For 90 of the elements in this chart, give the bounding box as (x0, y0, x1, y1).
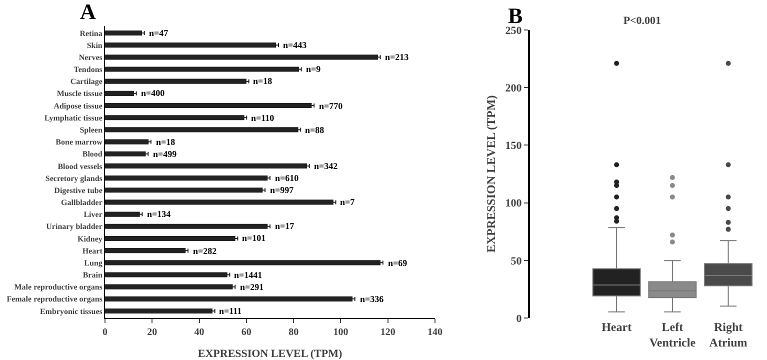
annotation: n=88 (305, 125, 325, 135)
bar (105, 102, 312, 108)
x-tick-label: Right Atrium (709, 320, 748, 350)
annotation: n=342 (314, 161, 338, 171)
text: A (80, 0, 96, 24)
x-tick-label: Left Ventricle (649, 320, 696, 350)
x-tick-label: 80 (288, 327, 299, 338)
annotation: n=291 (240, 282, 264, 292)
x-tick-label: Heart (602, 320, 632, 334)
y-tick-label: Brain (82, 270, 103, 280)
annotation: n=443 (283, 40, 308, 50)
annotation: n=69 (388, 258, 408, 268)
y-tick-label: Retina (80, 28, 102, 38)
annotation: n=400 (141, 88, 166, 98)
annotation: n=111 (219, 306, 242, 316)
y-tick-label: Nerves (78, 52, 102, 62)
annotation: n=134 (147, 209, 172, 219)
y-tick-label: Tendons (74, 65, 102, 74)
y-tick-label: Gallbladder (61, 198, 103, 208)
bar (105, 284, 233, 290)
x-tick-label: 60 (241, 327, 252, 338)
y-tick-label: 200 (505, 82, 522, 94)
y-tick-label: Lung (84, 258, 102, 268)
annotation: n=7 (340, 197, 356, 207)
x-tick-label: 20 (147, 327, 158, 338)
bar (105, 163, 308, 168)
annotation: n=213 (385, 52, 410, 62)
annotation: n=101 (242, 233, 266, 243)
y-tick-label: Muscle tissue (56, 89, 103, 98)
x-axis-title: EXPRESSION LEVEL (TPM) (198, 348, 342, 360)
y-tick-label: Skin (86, 40, 103, 50)
x-tick-label: 40 (194, 327, 204, 338)
y-tick-label: Bone marrow (56, 138, 103, 147)
x-tick-label: 140 (428, 327, 442, 338)
annotation: n=18 (253, 76, 273, 86)
y-tick-label: 100 (505, 198, 522, 210)
annotation: n=18 (156, 137, 176, 147)
annotation: n=110 (251, 113, 275, 123)
bar (105, 90, 134, 96)
bar (105, 212, 140, 217)
bar (105, 236, 236, 242)
bar (105, 176, 268, 181)
bar (105, 30, 142, 36)
bar (105, 200, 334, 205)
x-tick-label: 100 (333, 327, 348, 338)
bar (105, 296, 352, 302)
y-tick-label: Heart (82, 246, 103, 256)
annotation: n=1441 (234, 270, 263, 280)
annotation: n=282 (193, 246, 218, 256)
y-tick-label: Liver (84, 210, 103, 220)
y-tick-label: Digestive tube (54, 186, 103, 195)
bar (105, 78, 246, 84)
y-tick-label: Urinary bladder (46, 222, 103, 232)
annotation: n=336 (360, 294, 384, 304)
bar (105, 188, 263, 193)
bar (105, 224, 268, 229)
bar (105, 115, 244, 120)
annotation: n=770 (319, 101, 344, 111)
y-axis-title: EXPRESSION LEVEL (TPM) (484, 95, 498, 253)
bar (105, 54, 378, 60)
annotation: n=997 (270, 185, 294, 195)
bar (105, 248, 186, 254)
annotation: n=9 (306, 64, 322, 74)
chart-title: P<0.001 (623, 14, 662, 27)
y-tick-label: Female reproductive organs (6, 294, 102, 304)
y-tick-label: Male reproductive organs (14, 282, 102, 292)
y-tick-label: Cartilage (70, 77, 103, 86)
x-tick-label: 120 (380, 327, 396, 338)
bar (105, 42, 276, 48)
y-tick-label: Spleen (80, 126, 103, 134)
annotation: n=499 (153, 149, 178, 159)
bar (105, 127, 298, 132)
annotation: n=47 (149, 28, 169, 38)
y-tick-label: Secretory glands (45, 174, 102, 183)
y-tick-label: Lymphatic tissue (44, 113, 103, 122)
bar (105, 260, 381, 266)
annotation: n=17 (275, 221, 295, 231)
y-tick-label: Embryonic tissues (40, 306, 102, 316)
y-tick-label: Blood (82, 150, 103, 159)
bar (105, 151, 146, 156)
bar (105, 308, 212, 314)
bar (105, 66, 299, 72)
y-tick-label: 150 (505, 140, 522, 152)
bar (105, 272, 228, 278)
y-tick-label: Adipose tissue (54, 101, 103, 110)
annotation: n=610 (275, 173, 300, 183)
y-tick-label: Blood vessels (58, 162, 102, 171)
bar (105, 139, 149, 144)
y-tick-label: Kidney (77, 234, 102, 244)
y-tick-label: 50 (510, 255, 522, 268)
